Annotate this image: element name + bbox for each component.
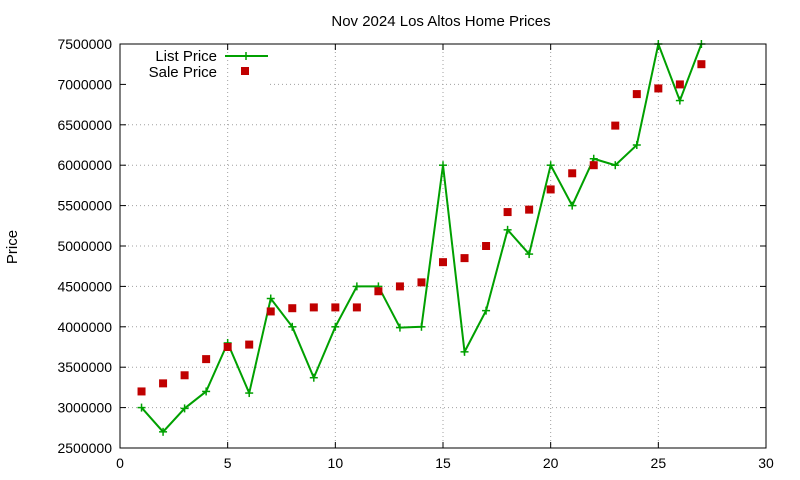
sale-price-point — [525, 205, 534, 214]
list-price-point — [439, 161, 447, 170]
legend-sample-list-price — [225, 52, 268, 60]
sale-price-point — [288, 304, 297, 313]
sale-price-point — [460, 254, 469, 263]
list-price-point — [546, 161, 555, 170]
list-price-point — [159, 427, 168, 436]
sale-price-point — [395, 282, 404, 291]
sale-price-point — [266, 307, 275, 316]
y-tick-label: 7000000 — [57, 76, 112, 92]
list-price-point — [288, 322, 297, 331]
sale-price-point — [137, 387, 146, 396]
list-price-point — [482, 306, 491, 315]
list-price-point — [331, 322, 340, 331]
chart-title: Nov 2024 Los Altos Home Prices — [331, 13, 550, 30]
list-price-point — [395, 323, 404, 332]
list-price-point — [503, 225, 512, 234]
sale-price-point — [159, 379, 168, 388]
list-price-point — [568, 201, 577, 210]
data-series — [137, 40, 706, 436]
sale-price-point — [223, 343, 232, 351]
sale-price-point — [202, 355, 211, 364]
y-tick-label: 6500000 — [57, 117, 112, 133]
sale-price-point — [245, 340, 254, 349]
y-tick-label: 3000000 — [57, 400, 112, 416]
list-price-point — [180, 404, 189, 413]
list-price-point — [460, 347, 469, 356]
y-tick-label: 5000000 — [57, 238, 112, 254]
sale-price-point — [331, 303, 340, 312]
list-price-point — [309, 373, 318, 382]
legend: List Price Sale Price — [149, 48, 268, 81]
x-tick-label: 15 — [435, 455, 451, 471]
sale-price-point — [417, 278, 426, 287]
list-price-point — [266, 294, 275, 303]
sale-price-point — [632, 90, 641, 99]
list-price-point — [352, 282, 361, 291]
list-price-point — [202, 387, 211, 396]
sale-price-point — [697, 60, 706, 69]
sale-price-point — [654, 84, 663, 93]
x-tick-label: 25 — [651, 455, 667, 471]
y-axis-ticks: 2500000 3000000 3500000 4000000 4500000 50000… — [57, 36, 766, 456]
y-tick-label: 5500000 — [57, 198, 112, 214]
sale-price-point — [675, 80, 684, 89]
x-tick-label: 5 — [224, 455, 232, 471]
legend-cross — [242, 52, 250, 60]
sale-price-point — [374, 287, 383, 296]
sale-price-point — [180, 371, 189, 380]
legend-label-sale-price: Sale Price — [149, 64, 217, 81]
sale-price-point — [568, 169, 577, 178]
y-axis-label: Price — [4, 230, 21, 264]
sale-price-point — [589, 161, 598, 170]
list-price-point — [245, 389, 254, 398]
legend-label-list-price: List Price — [155, 48, 217, 65]
plot-frame — [119, 43, 767, 449]
list-price-point — [525, 250, 534, 259]
list-price-point — [611, 161, 620, 170]
sale-price-point — [546, 185, 555, 194]
y-tick-label: 4500000 — [57, 278, 112, 294]
legend-square — [241, 67, 249, 75]
y-tick-label: 2500000 — [57, 440, 112, 456]
sale-price-point — [482, 242, 491, 250]
sale-price-point — [352, 303, 361, 312]
x-tick-label: 10 — [328, 455, 344, 471]
list-price-point — [632, 141, 641, 149]
series-line-list-price — [140, 40, 703, 434]
gridlines — [120, 44, 766, 448]
x-axis-ticks: 0 5 10 15 20 25 30 — [116, 44, 774, 471]
x-tick-label: 20 — [543, 455, 559, 471]
y-tick-label: 6000000 — [57, 157, 112, 173]
x-tick-label: 0 — [116, 455, 124, 471]
sale-price-point — [309, 303, 318, 312]
sale-price-point — [439, 258, 447, 267]
x-tick-label: 30 — [758, 455, 774, 471]
list-price-point — [137, 403, 146, 412]
legend-sample-sale-price — [241, 67, 249, 75]
list-price-point — [675, 96, 684, 105]
list-price-point — [417, 322, 426, 331]
sale-price-point — [611, 121, 620, 130]
y-tick-label: 3500000 — [57, 359, 112, 375]
y-tick-label: 4000000 — [57, 319, 112, 335]
y-tick-label: 7500000 — [57, 36, 112, 52]
sale-price-point — [503, 208, 512, 217]
